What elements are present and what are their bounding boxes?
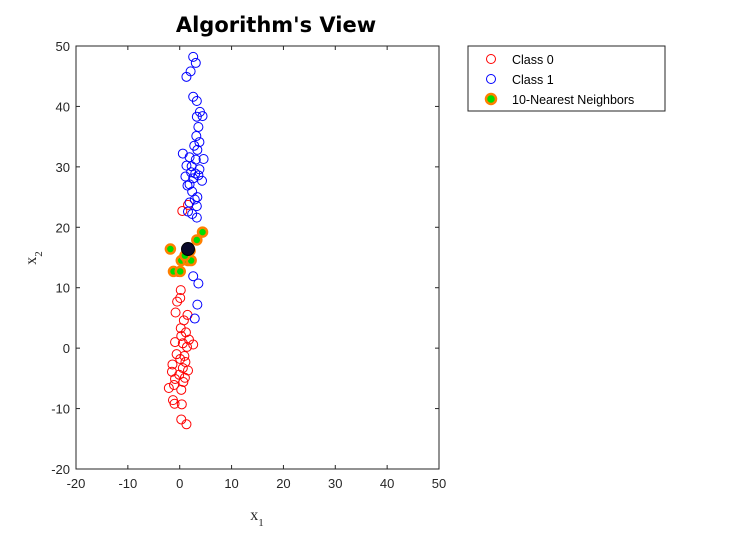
class-1-point <box>193 121 204 132</box>
chart-title: Algorithm's View <box>176 13 376 37</box>
tick-labels: -20 -10 0 10 20 30 40 50 -20 -10 0 10 20 30 40 50 <box>51 39 446 491</box>
class-0-point <box>170 307 181 318</box>
x-tick-label: 40 <box>380 476 394 491</box>
class-1-point <box>190 57 201 68</box>
x-axis-label: x1 <box>250 507 264 529</box>
legend-marker-class-1 <box>486 74 496 84</box>
y-tick-label: 0 <box>63 341 70 356</box>
class-0-point <box>163 383 174 394</box>
y-tick-label: 50 <box>56 39 70 54</box>
y-axis-label-main: x <box>23 257 40 265</box>
class-1-point <box>197 111 208 122</box>
y-tick-label: -20 <box>51 462 70 477</box>
x-axis-label-main: x <box>250 507 258 524</box>
class-0-point <box>166 366 177 377</box>
x-tick-label: 10 <box>224 476 238 491</box>
axes-box <box>75 45 440 470</box>
class-1-point <box>198 154 209 165</box>
legend: Class 0 Class 1 10-Nearest Neighbors <box>467 45 666 112</box>
y-axis-label: x2 <box>23 251 45 265</box>
class-0-point <box>183 365 194 376</box>
class-1-point <box>188 271 199 282</box>
class-1-point <box>189 313 200 324</box>
nearest-neighbor-point <box>174 265 186 278</box>
class-1-point <box>193 278 204 289</box>
class-1-point <box>191 201 202 212</box>
class-0-point <box>177 205 188 216</box>
class-1-point <box>191 212 202 223</box>
class-0-point <box>176 384 187 395</box>
class-0-point <box>170 337 181 348</box>
data-points <box>163 51 209 430</box>
y-tick-label: 20 <box>56 220 70 235</box>
nearest-neighbor-point <box>196 226 209 238</box>
legend-label-class-1: Class 1 <box>512 73 554 87</box>
y-tick-label: -10 <box>51 402 70 417</box>
x-tick-label: -20 <box>67 476 86 491</box>
class-1-point <box>191 95 202 106</box>
class-1-point <box>194 137 205 148</box>
class-0-point <box>169 398 180 409</box>
class-0-point <box>181 341 192 352</box>
class-0-point <box>175 285 186 296</box>
class-1-point <box>189 194 200 205</box>
legend-box <box>467 45 666 112</box>
class-0-point <box>175 354 186 365</box>
class-1-point <box>184 152 195 163</box>
class-1-point <box>197 175 208 186</box>
class-0-point <box>176 399 187 410</box>
tick-marks <box>75 45 440 470</box>
class-0-point <box>188 339 199 350</box>
x-tick-label: 30 <box>328 476 342 491</box>
x-axis-label-subscript: 1 <box>258 517 264 529</box>
class-0-point <box>175 292 186 303</box>
class-1-point <box>190 168 201 179</box>
query-point <box>181 242 196 257</box>
class-0-point <box>179 372 190 383</box>
x-tick-label: 50 <box>432 476 446 491</box>
legend-marker-class-0 <box>486 54 496 64</box>
x-tick-label: 0 <box>176 476 183 491</box>
nearest-neighbor-point <box>164 243 177 255</box>
y-tick-label: 40 <box>56 99 70 114</box>
class-1-point <box>192 144 203 155</box>
class-1-point <box>191 131 202 142</box>
class-0-point <box>181 419 192 430</box>
legend-marker-nearest-neighbors <box>484 92 498 106</box>
y-tick-label: 10 <box>56 281 70 296</box>
x-tick-label: -10 <box>118 476 137 491</box>
class-1-point <box>188 51 199 62</box>
class-0-point <box>172 296 183 307</box>
x-tick-label: 20 <box>276 476 290 491</box>
class-1-point <box>191 111 202 122</box>
nearest-neighbor-point <box>191 234 203 246</box>
class-0-point <box>167 359 178 370</box>
class-1-point <box>180 171 191 182</box>
y-axis-label-subscript: 2 <box>33 251 45 257</box>
y-tick-label: 30 <box>56 160 70 175</box>
class-1-point <box>184 179 195 190</box>
class-0-point <box>169 380 180 391</box>
class-1-point <box>181 160 192 171</box>
class-1-point <box>192 299 203 310</box>
legend-label-nearest-neighbors: 10-Nearest Neighbors <box>512 93 634 107</box>
class-1-point <box>193 170 204 181</box>
plot-area: -20 -10 0 10 20 30 40 50 -20 -10 0 10 20 30 40 50 <box>51 39 446 491</box>
legend-label-class-0: Class 0 <box>512 53 554 67</box>
class-0-point <box>178 376 189 387</box>
class-1-point <box>181 71 192 82</box>
